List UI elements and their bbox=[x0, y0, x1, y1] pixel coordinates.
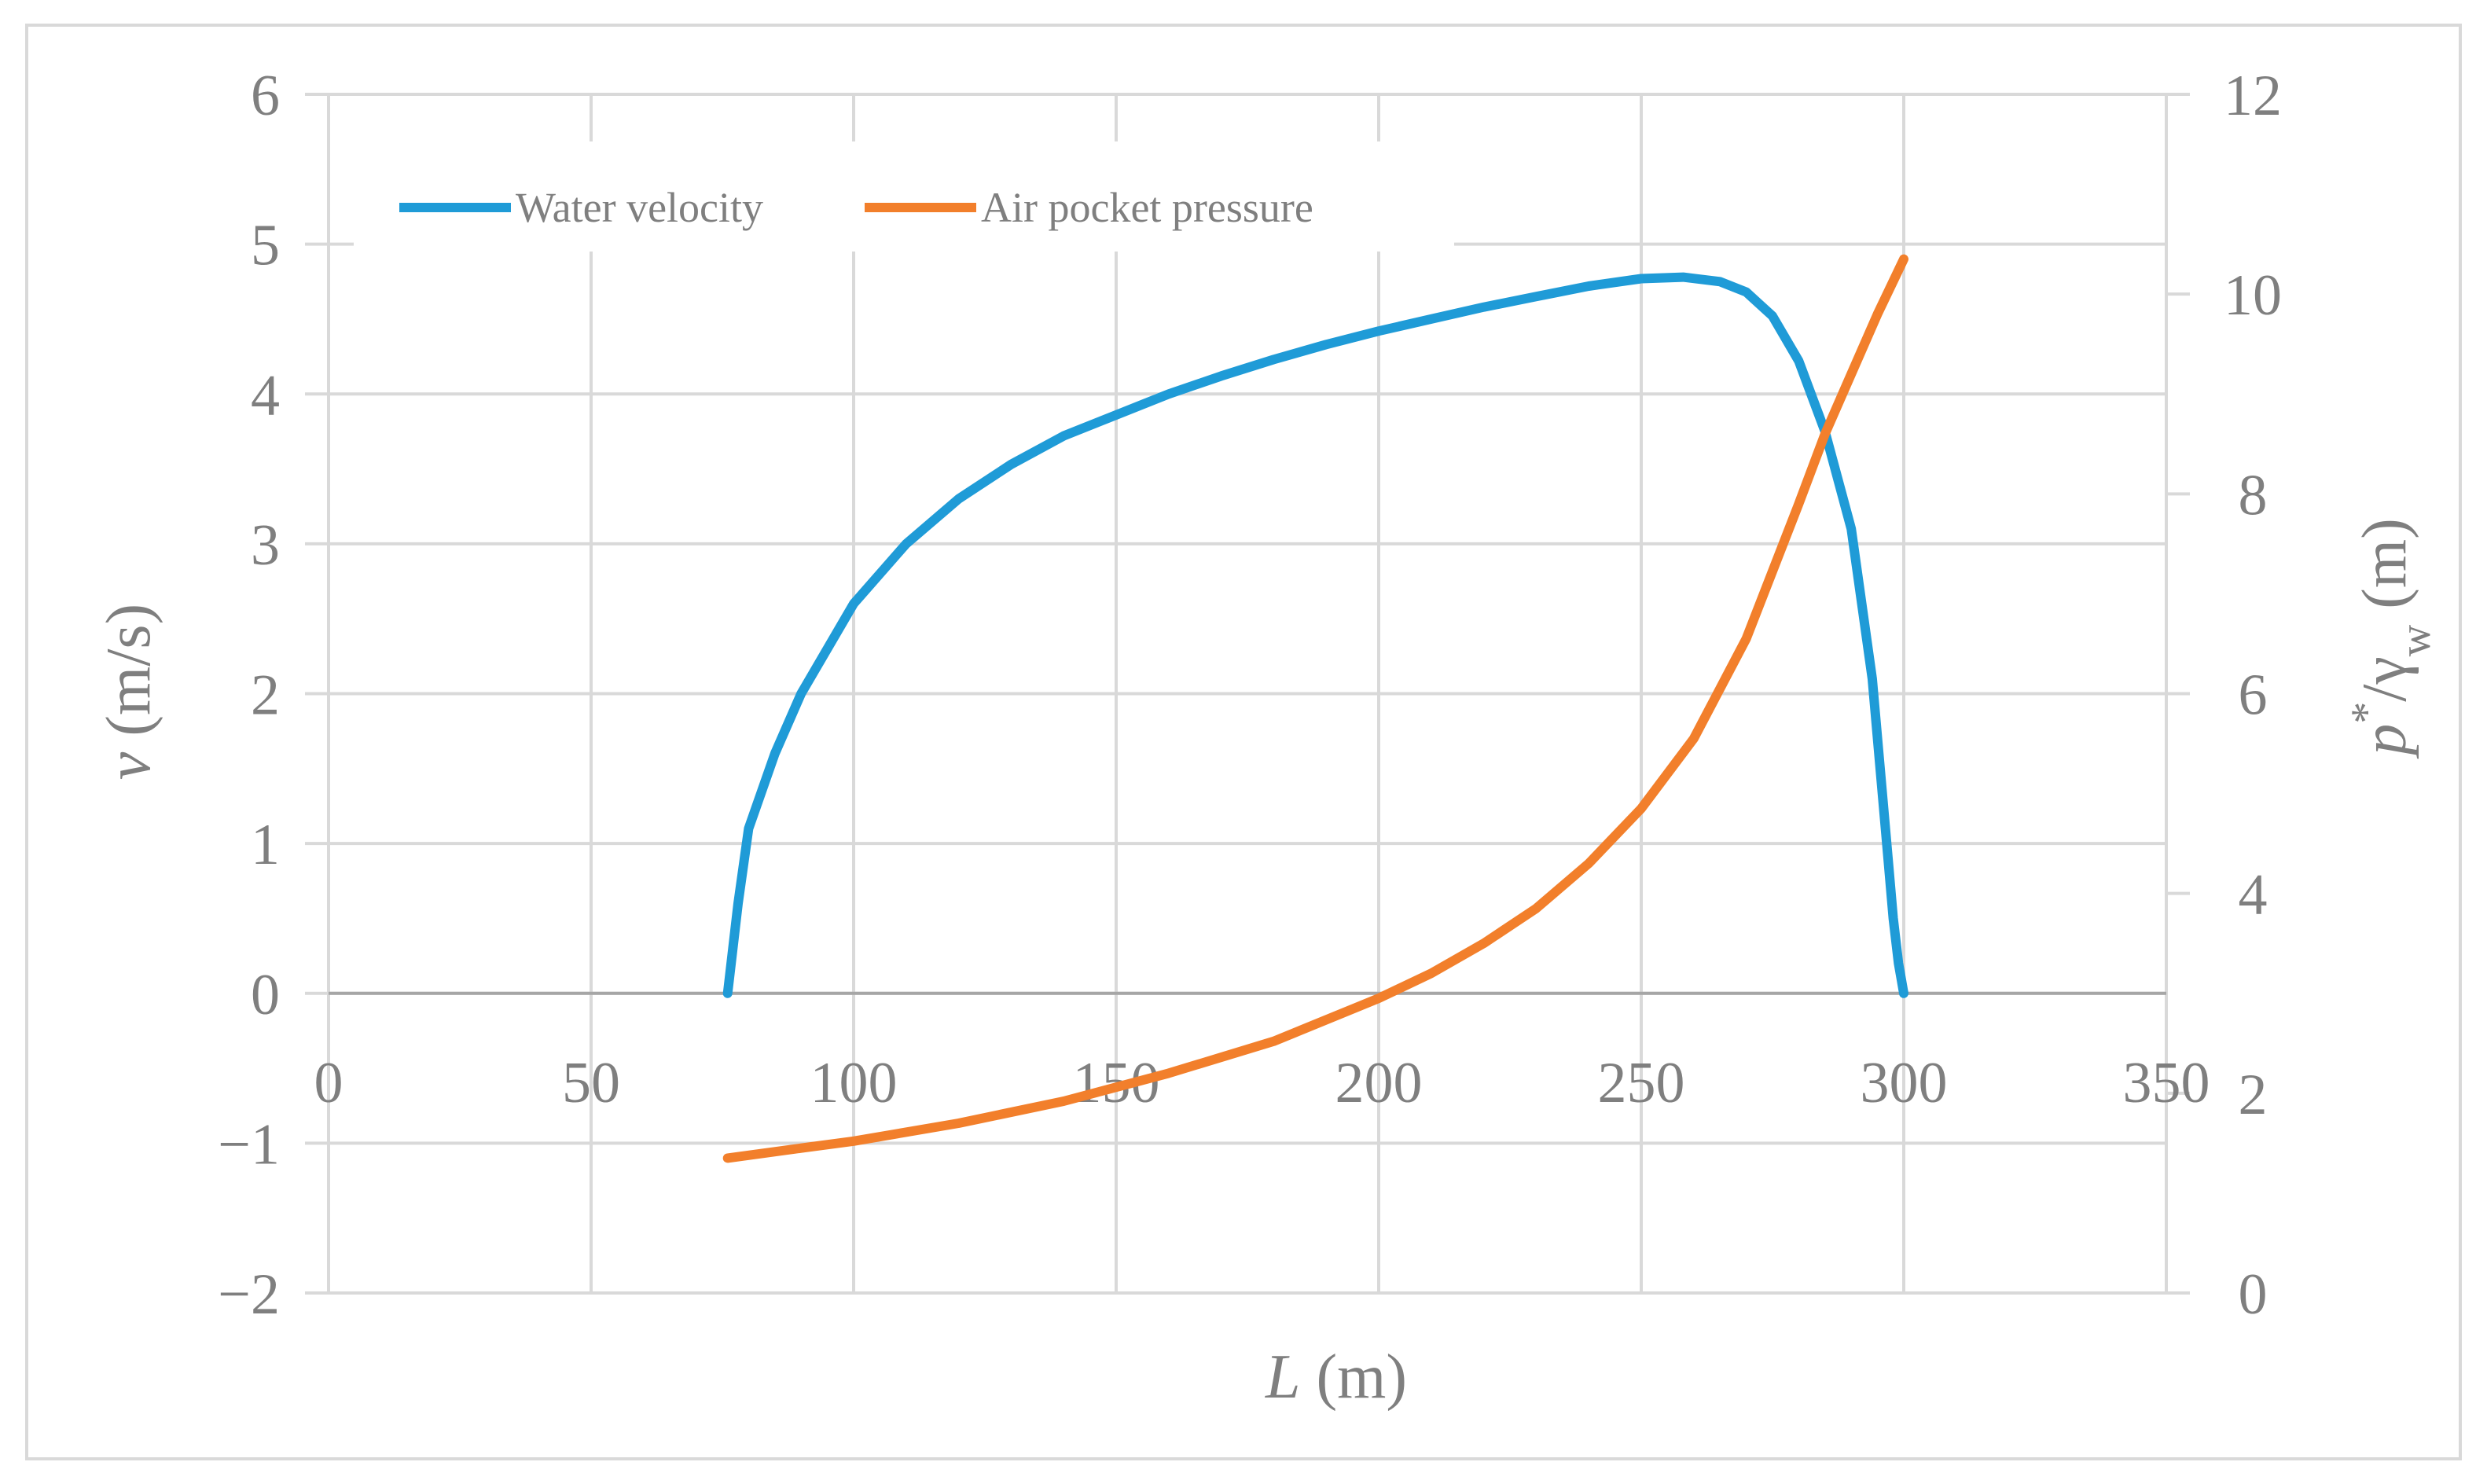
y-left-tick-label-2: 0 bbox=[251, 963, 280, 1027]
y-right-axis-title-star: * bbox=[2342, 702, 2391, 724]
y-right-axis-title: p*/γw (m) bbox=[2342, 518, 2440, 759]
x-tick-label-7: 350 bbox=[2123, 1051, 2210, 1115]
series-layer bbox=[722, 254, 1908, 1163]
y-left-tick-label-7: 5 bbox=[251, 214, 280, 278]
y-left-axis-title-symbol: v bbox=[94, 751, 163, 780]
y-right-axis-title-p: p bbox=[2350, 724, 2419, 759]
y-left-tick-label-5: 3 bbox=[251, 513, 280, 578]
y-left-tick-label-0: −2 bbox=[218, 1262, 280, 1327]
figure-frame bbox=[25, 24, 2462, 1460]
y-right-tick-label-4: 8 bbox=[2239, 463, 2268, 527]
y-right-axis-title-gamma: /γ bbox=[2350, 656, 2419, 702]
y-right-tick-label-5: 10 bbox=[2224, 263, 2282, 328]
y-right-tick-label-1: 2 bbox=[2239, 1063, 2268, 1127]
legend-label-water-velocity: Water velocity bbox=[516, 184, 763, 231]
y-right-tick-label-2: 4 bbox=[2239, 863, 2268, 928]
x-tick-label-4: 200 bbox=[1335, 1051, 1423, 1115]
x-tick-label-2: 100 bbox=[810, 1051, 898, 1115]
x-axis-title-symbol: L bbox=[1265, 1343, 1301, 1412]
y-right-axis-title-w: w bbox=[2391, 624, 2440, 656]
y-left-tick-label-3: 1 bbox=[251, 813, 280, 877]
legend-background bbox=[354, 141, 1454, 252]
y-right-tick-label-3: 6 bbox=[2239, 663, 2268, 728]
legend-label-air-pocket-pressure: Air pocket pressure bbox=[981, 184, 1313, 231]
x-tick-label-1: 50 bbox=[562, 1051, 620, 1115]
y-left-tick-label-8: 6 bbox=[251, 64, 280, 128]
x-tick-label-6: 300 bbox=[1861, 1051, 1948, 1115]
y-left-tick-label-4: 2 bbox=[251, 663, 280, 728]
x-axis-title: L (m) bbox=[1265, 1343, 1407, 1412]
series-line-air-pocket-pressure bbox=[722, 254, 1908, 1163]
x-axis-title-unit: (m) bbox=[1300, 1343, 1407, 1412]
y-left-axis-title: v (m/s) bbox=[94, 604, 163, 780]
legend: Water velocity Air pocket pressure bbox=[354, 141, 1454, 252]
y-right-tick-label-6: 12 bbox=[2224, 64, 2282, 128]
y-right-axis-title-unit: (m) bbox=[2350, 518, 2419, 625]
y-left-axis-title-unit: (m/s) bbox=[94, 604, 163, 752]
x-tick-label-0: 0 bbox=[314, 1051, 343, 1115]
y-left-tick-label-6: 4 bbox=[251, 363, 280, 428]
y-right-tick-label-0: 0 bbox=[2239, 1262, 2268, 1327]
series-line-water-velocity bbox=[722, 272, 1908, 998]
y-left-tick-label-1: −1 bbox=[218, 1112, 280, 1177]
x-tick-label-5: 250 bbox=[1598, 1051, 1685, 1115]
